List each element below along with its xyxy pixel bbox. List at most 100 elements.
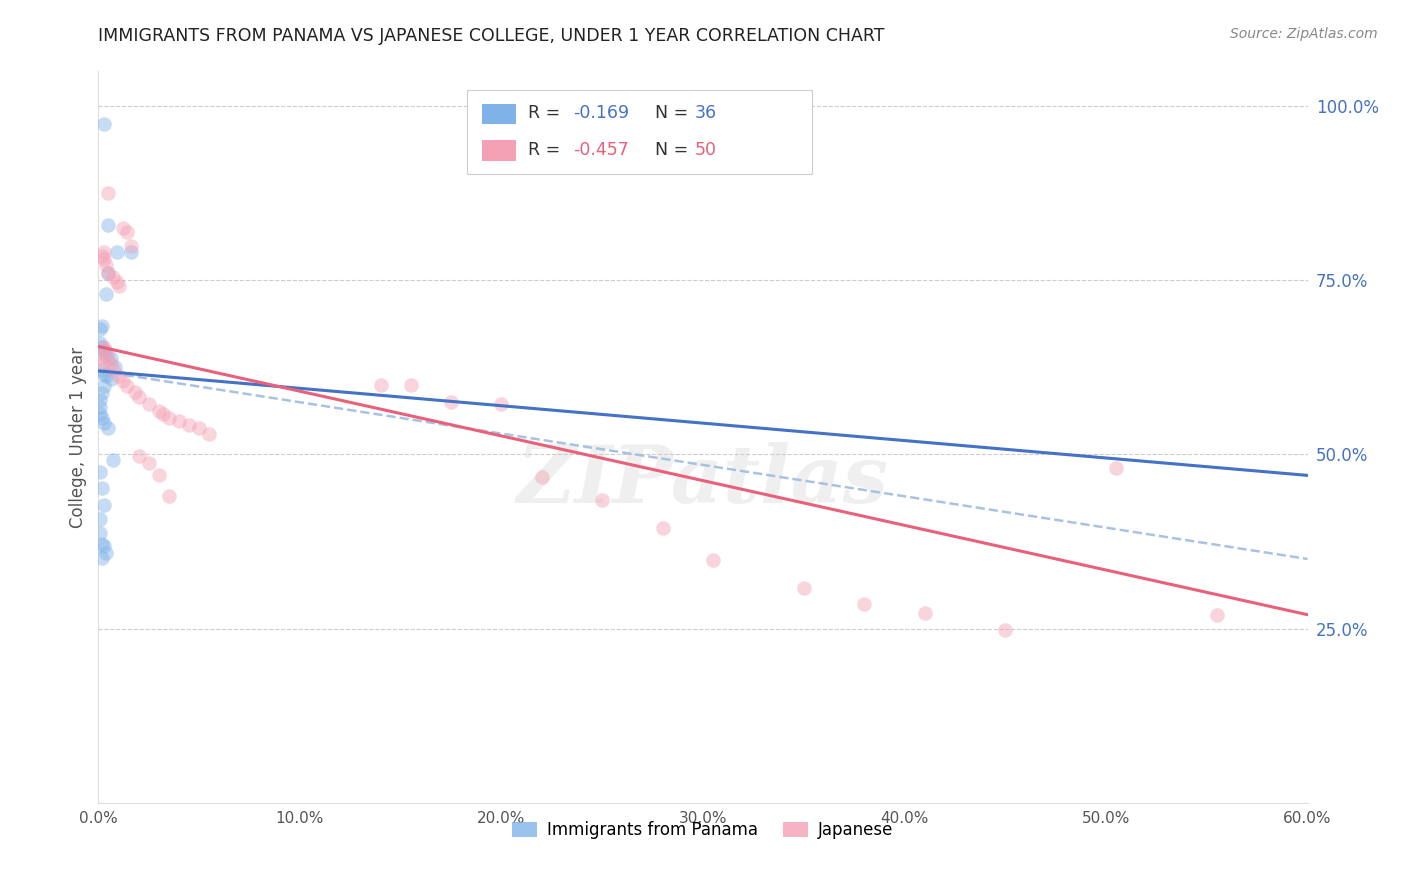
Text: 50: 50 (695, 141, 717, 159)
Point (93, 540, 115, 554)
Point (179, 418, 201, 433)
Point (1206, 607, 1229, 622)
Point (91, 339, 114, 353)
Point (101, 453, 124, 467)
Point (188, 421, 211, 435)
Point (96, 349, 118, 363)
Text: -0.457: -0.457 (574, 141, 630, 159)
Point (91, 318, 114, 333)
Point (96, 344, 118, 359)
Point (128, 449, 150, 463)
Point (93, 252, 115, 267)
Point (96, 287, 118, 301)
Text: Source: ZipAtlas.com: Source: ZipAtlas.com (1230, 27, 1378, 41)
Point (89, 351, 111, 366)
Point (97, 218, 120, 232)
Point (91, 411, 114, 425)
Point (120, 238, 142, 252)
Point (793, 581, 815, 595)
Point (530, 470, 553, 484)
Text: ZIPatlas: ZIPatlas (517, 442, 889, 520)
Point (89, 511, 111, 525)
Point (101, 362, 124, 376)
Point (93, 117, 115, 131)
Point (97, 351, 120, 366)
Point (138, 456, 160, 470)
Point (591, 492, 613, 507)
Point (702, 553, 724, 567)
Point (100, 372, 122, 386)
Point (111, 375, 134, 389)
Point (91, 550, 114, 565)
Point (853, 597, 876, 611)
Point (97, 186, 120, 201)
Text: 36: 36 (695, 104, 717, 122)
Text: N =: N = (655, 104, 693, 122)
Point (96, 258, 118, 272)
Point (100, 351, 122, 366)
Text: N =: N = (655, 141, 693, 159)
Point (93, 498, 115, 512)
Point (120, 245, 142, 260)
Point (148, 404, 170, 418)
Point (148, 468, 170, 483)
Legend: Immigrants from Panama, Japanese: Immigrants from Panama, Japanese (506, 814, 900, 846)
Point (101, 269, 124, 284)
Point (91, 355, 114, 369)
Point (89, 322, 111, 336)
Point (97, 266, 120, 280)
Point (89, 407, 111, 421)
Point (167, 414, 190, 428)
Point (111, 221, 134, 235)
Point (91, 386, 114, 401)
Point (97, 421, 120, 435)
Point (89, 465, 111, 479)
Point (107, 279, 129, 293)
Point (93, 416, 115, 430)
Text: -0.169: -0.169 (574, 104, 630, 122)
Point (93, 339, 115, 353)
Point (115, 225, 138, 239)
Point (93, 344, 115, 359)
Point (89, 525, 111, 540)
Point (198, 426, 221, 441)
Point (157, 489, 180, 503)
Point (91, 536, 114, 550)
Text: R =: R = (527, 104, 565, 122)
Point (440, 395, 463, 409)
Point (115, 379, 138, 393)
Point (96, 369, 118, 384)
Point (105, 275, 128, 289)
Point (96, 546, 118, 560)
Text: IMMIGRANTS FROM PANAMA VS JAPANESE COLLEGE, UNDER 1 YEAR CORRELATION CHART: IMMIGRANTS FROM PANAMA VS JAPANESE COLLE… (98, 27, 884, 45)
FancyBboxPatch shape (482, 103, 516, 124)
Point (914, 607, 936, 621)
Point (89, 400, 111, 414)
Point (399, 377, 422, 392)
Text: R =: R = (527, 141, 565, 159)
Point (91, 481, 114, 495)
Point (93, 379, 115, 393)
Point (105, 245, 128, 260)
Y-axis label: College, Under 1 year: College, Under 1 year (69, 346, 87, 528)
Point (89, 393, 111, 408)
Point (93, 245, 115, 260)
Point (138, 397, 160, 411)
Point (103, 360, 125, 375)
Point (157, 411, 180, 425)
Point (370, 377, 392, 392)
Point (651, 521, 673, 535)
FancyBboxPatch shape (467, 90, 811, 174)
Point (93, 368, 115, 382)
Point (994, 623, 1017, 637)
Point (1105, 461, 1128, 475)
Point (128, 390, 150, 404)
Point (89, 336, 111, 351)
Point (97, 266, 120, 280)
FancyBboxPatch shape (482, 140, 516, 161)
Point (152, 407, 174, 421)
Point (100, 357, 122, 371)
Point (124, 384, 146, 399)
Point (491, 397, 513, 411)
Point (107, 369, 129, 384)
